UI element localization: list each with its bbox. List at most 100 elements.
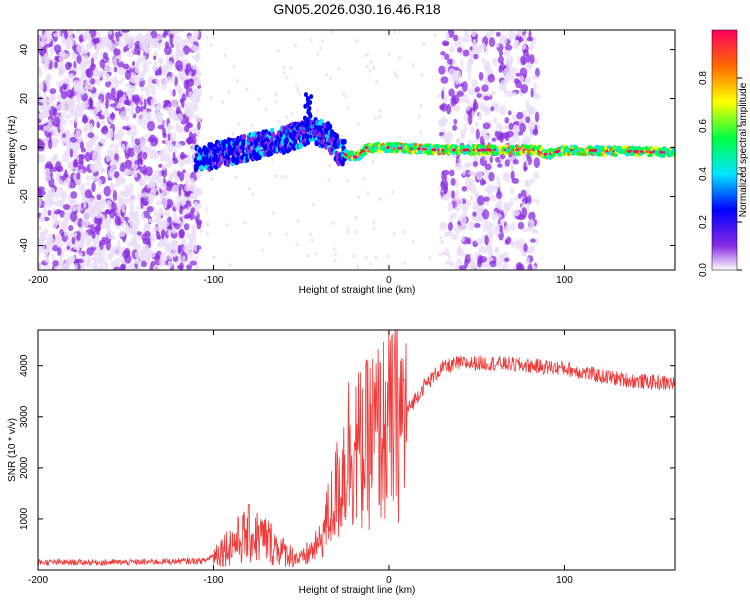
snr-frame (37, 329, 676, 571)
spectrogram-noise-point (109, 208, 116, 219)
spectrogram-noise-point (76, 172, 81, 180)
spectrogram-track-point (305, 96, 310, 102)
spectrogram-noise-point (439, 221, 448, 231)
spectrogram-noise-point (87, 33, 91, 38)
spectrogram-noise-point (69, 99, 76, 107)
spectrogram-noise-point (86, 254, 91, 264)
spectrogram-noise-point (134, 43, 140, 55)
spectrogram-noise-point (185, 116, 190, 127)
spectrogram-y-tick-label: 40 (19, 44, 30, 56)
spectrogram-noise-point (494, 104, 500, 112)
spectrogram-noise-point (483, 105, 490, 113)
spectrogram-noise-point (46, 74, 51, 85)
spectrogram-noise-point (124, 222, 129, 231)
spectrogram-noise-point (46, 237, 51, 247)
spectrogram-noise-point (174, 39, 179, 50)
spectrogram-noise-point (133, 125, 138, 136)
spectrogram-noise-point (76, 43, 85, 54)
spectrogram-noise-point (487, 230, 493, 239)
spectrogram-noise-point (49, 88, 57, 95)
spectrogram-noise-point (109, 166, 115, 176)
spectrogram-noise-point (40, 96, 46, 104)
spectrogram-noise-point (337, 66, 341, 71)
spectrogram-noise-point (97, 215, 103, 226)
spectrogram-noise-point (534, 67, 540, 78)
spectrogram-noise-point (95, 212, 103, 219)
snr-x-tick-label: -200 (28, 575, 48, 586)
spectrogram-noise-point (78, 34, 84, 43)
spectrogram-noise-point (82, 99, 91, 109)
spectrogram-noise-point (119, 190, 126, 196)
spectrogram-noise-point (484, 234, 489, 246)
spectrogram-noise-point (372, 220, 376, 225)
spectrogram-noise-point (56, 31, 62, 37)
spectrogram-noise-point (145, 166, 153, 177)
spectrogram-noise-point (398, 55, 402, 60)
spectrogram-noise-point (505, 90, 513, 98)
spectrogram-noise-point (81, 182, 86, 190)
spectrogram-noise-point (169, 89, 173, 97)
spectrogram-noise-point (170, 131, 177, 142)
spectrogram-noise-point (46, 110, 50, 118)
spectrogram-noise-point (371, 159, 375, 164)
spectrogram-noise-point (187, 78, 195, 88)
spectrogram-noise-point (469, 50, 474, 58)
spectrogram-noise-point (99, 59, 106, 69)
spectrogram-noise-point (439, 104, 445, 110)
spectrogram-noise-point (484, 46, 489, 55)
spectrogram-noise-point (512, 159, 519, 165)
spectrogram-noise-point (507, 110, 512, 116)
spectrogram-noise-point (274, 174, 278, 179)
spectrogram-noise-point (529, 54, 535, 64)
spectrogram-noise-point (462, 168, 466, 177)
spectrogram-noise-point (38, 112, 46, 118)
spectrogram-noise-point (374, 116, 378, 121)
spectrogram-noise-point (250, 123, 254, 128)
spectrogram-noise-point (148, 250, 156, 258)
spectrogram-noise-point (428, 255, 432, 260)
spectrogram-noise-point (392, 232, 396, 237)
spectrogram-noise-point (49, 237, 55, 248)
spectrogram-noise-point (61, 152, 70, 163)
spectrogram-noise-point (506, 223, 511, 232)
spectrogram-noise-point (60, 111, 66, 117)
spectrogram-noise-point (157, 124, 165, 130)
spectrogram-noise-point (159, 182, 167, 191)
spectrogram-noise-point (499, 34, 508, 46)
spectrogram-noise-point (122, 93, 127, 103)
spectrogram-noise-point (149, 264, 154, 270)
spectrogram-noise-point (290, 112, 294, 117)
spectrogram-noise-point (166, 157, 172, 163)
spectrogram-noise-point (85, 58, 91, 65)
spectrogram-noise-point (54, 138, 60, 144)
spectrogram-noise-point (499, 224, 503, 233)
spectrogram-noise-point (105, 99, 109, 110)
spectrogram-noise-point (511, 114, 518, 122)
spectrogram-noise-point (346, 106, 350, 111)
spectrogram-noise-point (403, 229, 407, 234)
spectrogram-noise-point (353, 230, 357, 235)
spectrogram-noise-point (464, 123, 468, 134)
spectrogram-noise-point (282, 65, 286, 70)
spectrogram-noise-point (498, 104, 507, 116)
spectrogram-noise-point (55, 81, 63, 87)
spectrogram-noise-point (109, 181, 115, 192)
spectrogram-noise-point (468, 171, 474, 176)
spectrogram-noise-point (467, 88, 475, 95)
spectrogram-noise-point (186, 257, 191, 265)
spectrogram-noise-point (38, 81, 44, 91)
spectrogram-noise-point (444, 53, 450, 61)
spectrogram-noise-point (47, 97, 54, 105)
spectrogram-x-tick-label: 0 (386, 275, 392, 286)
spectrogram-noise-point (38, 118, 42, 124)
spectrogram-noise-point (294, 43, 298, 48)
spectrogram-noise-point (44, 60, 49, 66)
spectrogram-noise-point (221, 100, 225, 105)
spectrogram-noise-point (369, 262, 373, 267)
spectrogram-noise-point (508, 55, 514, 65)
spectrogram-noise-point (525, 60, 532, 71)
spectrogram-noise-point (420, 72, 424, 77)
spectrogram-noise-point (519, 67, 528, 79)
spectrogram-noise-point (73, 79, 80, 88)
spectrogram-noise-point (461, 234, 465, 243)
